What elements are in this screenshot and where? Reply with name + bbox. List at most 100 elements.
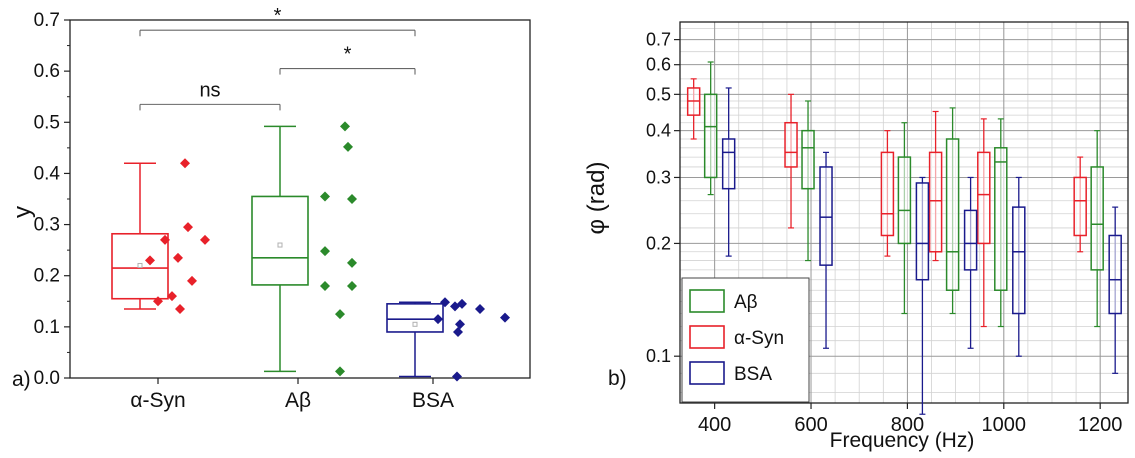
y-tick-label: 0.1 xyxy=(646,346,671,366)
x-tick-label: 800 xyxy=(891,414,924,436)
box xyxy=(721,138,736,190)
mean-marker xyxy=(137,262,143,268)
y-tick-label: 0.5 xyxy=(34,112,60,133)
panel-a-boxes xyxy=(111,125,444,378)
data-point xyxy=(450,301,460,312)
y-tick-label: 0.1 xyxy=(34,317,60,338)
x-tick-label: α-Syn xyxy=(130,389,185,412)
panel-b-y-axis-title: φ (rad) xyxy=(583,162,610,235)
x-tick-label: 400 xyxy=(698,414,731,436)
mean-marker xyxy=(412,321,418,327)
significance-label: ns xyxy=(199,79,220,101)
data-point xyxy=(452,371,462,382)
legend-swatch xyxy=(689,361,725,385)
box xyxy=(928,151,943,253)
box xyxy=(1108,234,1122,315)
box xyxy=(977,151,991,245)
box xyxy=(386,303,444,333)
y-tick-label: 0.6 xyxy=(646,55,671,75)
panel-b-label: b) xyxy=(608,367,627,390)
box xyxy=(251,195,309,286)
y-tick-label: 0.5 xyxy=(646,84,671,104)
panel-a-y-axis-title: y xyxy=(9,206,36,218)
data-point xyxy=(320,280,330,291)
panel-b-frame xyxy=(679,21,1129,404)
data-point xyxy=(145,255,155,266)
legend-swatch xyxy=(689,325,725,349)
box xyxy=(963,209,978,271)
y-tick-label: 0.7 xyxy=(646,30,671,50)
x-tick-label: BSA xyxy=(412,389,454,412)
legend: Aβ α-Syn BSA xyxy=(681,277,810,403)
box xyxy=(880,151,895,237)
legend-label: BSA xyxy=(734,364,772,385)
data-point xyxy=(433,314,443,325)
data-point xyxy=(347,280,357,291)
y-tick-label: 0.7 xyxy=(34,10,60,31)
box xyxy=(1090,166,1104,271)
box xyxy=(111,232,169,300)
y-tick-label: 0.2 xyxy=(34,266,60,287)
mean-marker xyxy=(277,242,283,248)
data-point xyxy=(180,158,190,169)
x-tick-label: 1000 xyxy=(982,414,1027,436)
legend-label: Aβ xyxy=(734,292,758,313)
data-point xyxy=(173,252,183,263)
x-tick-label: Aβ xyxy=(285,389,311,412)
data-point xyxy=(335,366,345,377)
data-point xyxy=(160,234,170,245)
box xyxy=(1012,206,1026,315)
legend-label: α-Syn xyxy=(734,328,784,349)
box xyxy=(819,166,833,266)
box xyxy=(897,156,912,245)
y-tick-label: 0.4 xyxy=(34,163,61,184)
data-point xyxy=(340,121,350,132)
y-tick-label: 0.0 xyxy=(34,368,60,389)
box xyxy=(703,93,718,179)
significance-brackets: ns * * xyxy=(139,5,416,111)
data-point xyxy=(347,194,357,204)
data-point xyxy=(347,257,357,268)
box xyxy=(915,182,930,281)
significance-label: * xyxy=(274,5,282,27)
panel-b-x-axis-title: Frequency (Hz) xyxy=(830,429,975,452)
data-point xyxy=(183,222,193,233)
panel-a-axes: 0.0 0.1 0.2 0.3 0.4 0.5 0.6 0.7 α-Syn Aβ BSA xyxy=(34,10,531,412)
x-tick-label: 1200 xyxy=(1078,414,1123,436)
box xyxy=(945,138,960,291)
data-point xyxy=(440,297,450,308)
data-point xyxy=(200,234,210,245)
legend-swatch xyxy=(689,289,725,313)
panel-a-points xyxy=(145,121,510,382)
data-point xyxy=(320,191,330,202)
box xyxy=(994,147,1008,291)
panel-b-boxes xyxy=(686,61,1122,415)
box xyxy=(784,121,798,168)
data-point xyxy=(320,246,330,257)
box xyxy=(1073,176,1087,237)
data-point xyxy=(153,296,163,307)
panel-a-label: a) xyxy=(12,368,31,391)
data-point xyxy=(500,312,510,323)
data-point xyxy=(175,303,185,314)
y-tick-label: 0.4 xyxy=(646,121,671,141)
data-point xyxy=(167,291,177,302)
legend-box xyxy=(681,277,810,403)
data-point xyxy=(187,275,197,286)
panel-b: 0.1 0.2 0.3 0.4 0.5 0.6 0.7 400 600 800 1000 1200 A… xyxy=(583,21,1129,452)
data-point xyxy=(335,309,345,320)
y-tick-label: 0.3 xyxy=(34,215,60,236)
data-point xyxy=(475,303,485,314)
x-tick-label: 600 xyxy=(794,414,827,436)
data-point xyxy=(455,319,465,330)
panel-b-axes: 0.1 0.2 0.3 0.4 0.5 0.6 0.7 400 600 800 1000 1200 xyxy=(646,21,1129,436)
significance-label: * xyxy=(344,44,352,66)
y-tick-label: 0.3 xyxy=(646,167,671,187)
y-tick-label: 0.6 xyxy=(34,61,60,82)
box xyxy=(801,129,815,190)
panel-a: 0.00.10.20.30.40.50.60.7α-Syn Aβ BSA ns** … xyxy=(9,5,531,412)
y-tick-label: 0.2 xyxy=(646,233,671,253)
data-point xyxy=(453,326,463,337)
data-point xyxy=(343,141,353,152)
